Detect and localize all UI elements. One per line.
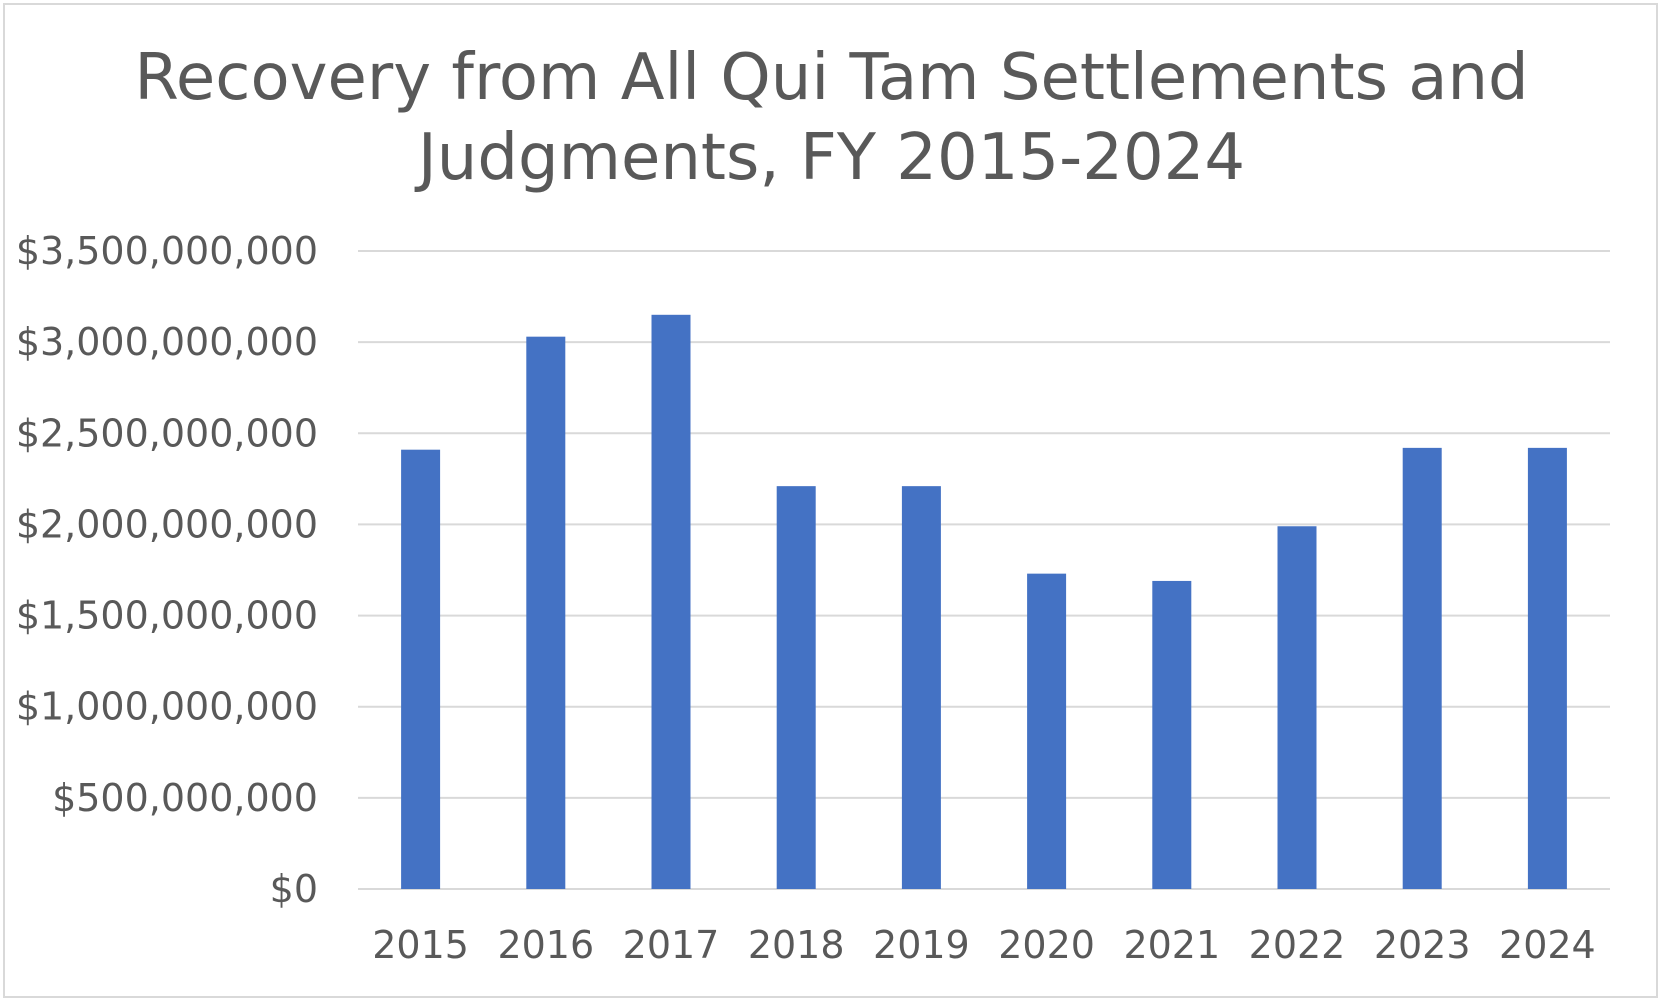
x-tick-label: 2015 <box>372 923 469 967</box>
x-tick-label: 2021 <box>1123 923 1220 967</box>
bar-2020 <box>1027 573 1067 889</box>
y-axis-tick-labels: $0 $500,000,000 $1,000,000,000 $1,500,000,0… <box>16 229 318 911</box>
chart-title-line-2: Judgments, FY 2015-2024 <box>417 121 1246 195</box>
bar-2021 <box>1152 580 1192 889</box>
x-tick-label: 2022 <box>1249 923 1346 967</box>
x-tick-label: 2024 <box>1499 923 1596 967</box>
bar-2024 <box>1527 447 1567 889</box>
chart-title-line-1: Recovery from All Qui Tam Settlements an… <box>134 41 1529 115</box>
y-tick-label: $3,000,000,000 <box>16 320 318 364</box>
x-tick-label: 2018 <box>748 923 845 967</box>
chart-title: Recovery from All Qui Tam Settlements an… <box>0 38 1663 198</box>
y-tick-label: $500,000,000 <box>52 776 318 820</box>
x-tick-label: 2016 <box>497 923 594 967</box>
bar-2019 <box>901 486 941 889</box>
x-tick-label: 2017 <box>623 923 720 967</box>
bar-2017 <box>651 314 691 889</box>
y-tick-label: $2,000,000,000 <box>16 502 318 546</box>
bars <box>401 314 1567 889</box>
y-tick-label: $3,500,000,000 <box>16 229 318 273</box>
x-tick-label: 2019 <box>873 923 970 967</box>
x-tick-label: 2023 <box>1374 923 1471 967</box>
x-axis-tick-labels: 2015 2016 2017 2018 2019 2020 2021 2022 2023 2024 <box>372 923 1596 967</box>
bar-2023 <box>1402 447 1442 889</box>
y-tick-label: $1,500,000,000 <box>16 594 318 638</box>
y-tick-label: $1,000,000,000 <box>16 685 318 729</box>
y-tick-label: $2,500,000,000 <box>16 411 318 455</box>
bar-2018 <box>776 486 816 889</box>
bar-2016 <box>526 336 566 889</box>
bar-2015 <box>401 449 441 889</box>
x-tick-label: 2020 <box>998 923 1095 967</box>
y-tick-label: $0 <box>270 867 318 911</box>
bar-2022 <box>1277 526 1317 889</box>
gridlines <box>358 250 1610 890</box>
chart-frame <box>3 3 1658 998</box>
